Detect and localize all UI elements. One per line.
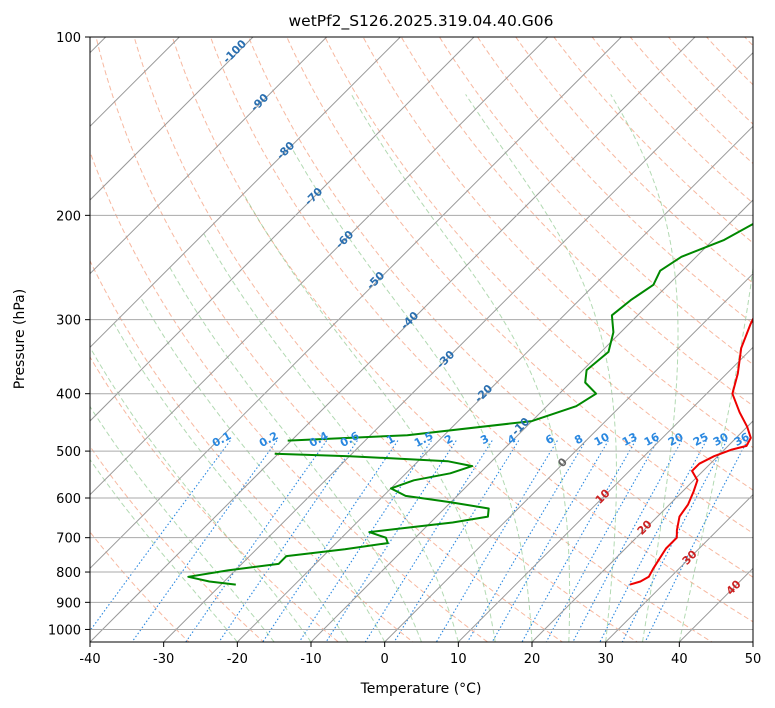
isotherm-line <box>531 420 753 642</box>
x-tick-label: -40 <box>79 652 100 667</box>
x-tick-label: -20 <box>227 652 248 667</box>
dry-adiabat <box>171 37 713 642</box>
dry-adiabat <box>90 445 265 642</box>
profile-line-1 <box>629 316 753 586</box>
mixing-ratio-line <box>262 440 399 642</box>
isotherm-line <box>457 346 753 642</box>
dry-adiabat <box>438 37 753 366</box>
moist-adiabat <box>139 297 386 642</box>
dry-adiabat <box>286 37 753 534</box>
mixing-ratio-line <box>90 440 231 632</box>
dry-adiabat <box>90 259 414 642</box>
mixing-ratio-label: 20 <box>666 430 686 449</box>
y-tick-label: 600 <box>56 492 81 507</box>
dry-adiabat <box>324 37 753 491</box>
mixing-ratio-label: 13 <box>620 430 640 449</box>
moist-adiabat <box>465 94 617 642</box>
profiles <box>187 222 753 586</box>
moist-adiabat <box>90 458 238 642</box>
y-tick-label: 200 <box>56 209 81 224</box>
isotherm-line <box>236 125 753 642</box>
y-tick-label: 800 <box>56 566 81 581</box>
isotherm-line <box>90 37 696 642</box>
moist-adiabat <box>678 264 753 642</box>
moist-adiabat <box>292 149 533 642</box>
chart-title: wetPf2_S126.2025.319.04.40.G06 <box>289 12 554 31</box>
mixing-ratio-line <box>545 440 659 642</box>
isotherm-line <box>310 199 753 642</box>
mixing-ratio-label: 16 <box>642 430 662 449</box>
mixing-ratio-line <box>599 440 707 642</box>
x-tick-label: 50 <box>745 652 762 667</box>
x-tick-label: 10 <box>450 652 467 667</box>
x-axis-label: Temperature (°C) <box>360 681 482 697</box>
profile-line-2 <box>287 222 753 442</box>
mixing-ratio-line <box>364 440 493 642</box>
dry-adiabat <box>362 37 753 449</box>
mixing-ratio-line <box>572 440 683 642</box>
mixing-ratio-label: 30 <box>711 430 731 449</box>
isotherm-line <box>90 37 328 275</box>
dry-adiabat <box>400 37 753 407</box>
isotherm-line <box>90 37 254 201</box>
mixing-ratio-line <box>491 440 609 642</box>
y-tick-label: 700 <box>56 532 81 547</box>
plot-frame <box>89 36 754 643</box>
mixing-ratio-line <box>521 440 637 642</box>
moist-adiabat <box>90 405 275 642</box>
mixing-ratio-line <box>435 440 558 642</box>
y-axis-label: Pressure (hPa) <box>12 289 28 389</box>
mixing-ratio-line <box>621 440 728 642</box>
moist-adiabat <box>610 94 679 642</box>
isotherm-line <box>90 37 549 496</box>
mixing-ratio-line <box>298 440 432 642</box>
y-tick-label: 100 <box>56 31 81 46</box>
y-tick-label: 300 <box>56 314 81 329</box>
dry-adiabat <box>591 37 753 204</box>
y-axis: 100 200 300 400 500 600 700 800 900 1000 <box>48 31 90 638</box>
isotherm-line <box>90 37 622 570</box>
isotherm-line <box>90 37 475 422</box>
mixing-ratio-label: 10 <box>592 430 612 449</box>
x-tick-label: -10 <box>300 652 321 667</box>
x-axis: -40 -30 -20 -10 0 10 20 30 40 50 <box>79 642 761 667</box>
x-tick-label: 40 <box>671 652 688 667</box>
moist-adiabat <box>243 195 496 642</box>
dry-adiabat <box>210 37 753 623</box>
dry-adiabat <box>515 37 753 284</box>
mixing-ratio-label: 36 <box>732 430 752 449</box>
dry-adiabat <box>133 37 639 642</box>
dry-adiabat <box>477 37 753 325</box>
y-tick-label: 400 <box>56 388 81 403</box>
moist-adiabat <box>203 233 459 642</box>
dry-adiabat <box>95 37 564 642</box>
mixing-ratio-line <box>393 440 520 642</box>
isotherm-line <box>90 37 401 349</box>
y-tick-label: 900 <box>56 596 81 611</box>
moist-adiabat <box>350 94 571 642</box>
x-tick-label: 20 <box>524 652 541 667</box>
isotherm-line <box>384 272 753 642</box>
x-tick-label: -30 <box>153 652 174 667</box>
mixing-ratio-labels: 0.1 0.2 0.4 0.6 1 1.5 2 3 4 6 8 10 13 16 20 25 30 36 <box>210 429 752 450</box>
isotherm-line <box>163 51 753 642</box>
profile-line-3 <box>187 452 490 586</box>
dry-adiabat <box>248 37 753 578</box>
y-tick-label: 500 <box>56 445 81 460</box>
isotherm-line <box>605 493 753 642</box>
y-tick-label: 1000 <box>48 623 81 638</box>
mixing-ratio-line <box>218 440 358 642</box>
x-tick-label: 30 <box>597 652 614 667</box>
mixing-ratio-line <box>185 440 328 642</box>
moist-adiabat <box>90 347 312 642</box>
x-tick-label: 0 <box>381 652 389 667</box>
grid <box>90 37 753 642</box>
mixing-ratio-label: 25 <box>691 430 711 449</box>
mixing-ratio-line <box>325 440 457 642</box>
